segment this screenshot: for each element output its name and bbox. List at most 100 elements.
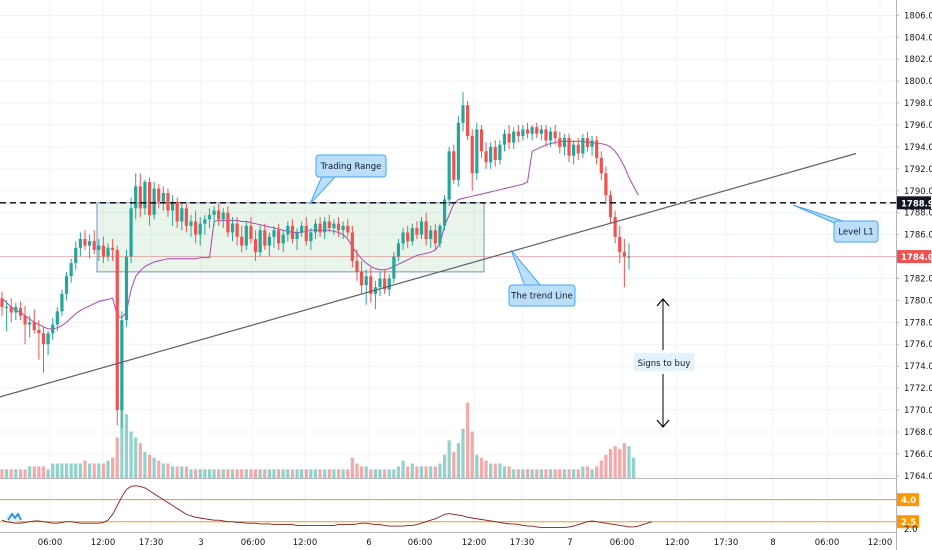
volume-bar [277,469,281,478]
candle [535,122,539,139]
candle-body [608,195,613,218]
candle-body [166,192,170,211]
candle [355,249,359,281]
candle [429,225,433,248]
candle [203,214,207,235]
volume-bar [120,402,124,478]
volume-bar [18,469,23,478]
candle [479,124,484,158]
candle-body [184,208,188,226]
candle-body [581,138,585,154]
x-tick-label: 06:00 [610,538,635,548]
volume-bar [9,469,13,478]
x-tick-label: 17:30 [714,538,739,548]
candle [101,236,106,264]
candle [212,206,216,226]
candle [475,122,479,180]
volume-bar [101,463,106,478]
candle-body [539,129,543,134]
candle [184,203,188,233]
volume-bar [489,463,493,478]
candle-body [230,223,235,233]
time-axis[interactable]: 06:00 12:00 17:30 3 06:00 12:00 6 06:00 12:00 17:… [0,532,896,550]
price-tag[interactable]: 1788.9 [897,196,932,210]
volume-bar [475,454,479,478]
indicator-tag[interactable]: 4.0 [897,493,919,507]
candle [392,252,396,283]
x-tick-label: 17:30 [510,538,535,548]
candle [258,225,262,257]
candle [60,289,64,316]
candle [452,144,456,185]
time-axis-bg [0,532,896,550]
candle-body [281,234,285,244]
price-tag[interactable]: 1784.0 [897,250,932,264]
drawings[interactable]: Trading Range The trend Line Level L1 Signs… [0,152,896,428]
volume-bar [286,469,290,478]
y-tick-label: 1768.0 [904,428,932,438]
candle-body [217,210,221,220]
candle [51,317,55,340]
cloud-logo-icon[interactable] [6,512,22,522]
candle-body [447,151,451,200]
candle [364,269,368,305]
candle-body [433,230,437,244]
volume-bar [548,469,553,478]
candle-body [318,223,322,233]
signs-to-buy-group[interactable]: Signs to buy [634,298,694,428]
candle [585,131,590,152]
trend-line[interactable] [0,152,857,398]
volume-bar [613,446,617,478]
candle-body [28,322,32,325]
indicator-tag[interactable]: 2.5 [897,515,919,529]
candle [69,258,73,283]
y-tick-label: 1764.0 [904,472,932,482]
candle-body [599,157,603,174]
candle-body [544,129,548,141]
volume-bar [60,463,64,478]
candle-body [396,243,401,257]
level-l1-callout[interactable]: Level L1 [792,204,879,243]
x-tick-label: 6 [366,538,371,548]
volume-bar [166,463,170,478]
level-l1-box [833,220,879,243]
candle-body [350,232,354,261]
candle-body [585,138,590,147]
y-tick-label: 1772.0 [904,384,932,394]
candle-body [175,201,179,222]
volume-bar [627,446,631,478]
candle-body [221,212,225,220]
candle [87,234,92,259]
volume-bar [355,463,359,478]
candle [599,151,603,180]
candle [304,217,308,246]
candle [286,221,290,242]
volume-bar [309,469,313,478]
volume-bar [28,466,32,478]
candle-body [37,329,41,334]
candle [410,223,414,246]
candle-body [198,223,202,235]
candle [470,129,474,191]
candle [502,129,507,152]
x-tick-label: 17:30 [139,538,164,548]
trend-line-callout[interactable]: The trend Line [508,249,576,307]
candle-body [516,131,520,136]
candle [396,239,401,261]
candle-body [258,230,262,253]
price-axis[interactable]: 1806.0 1804.0 1802.0 1800.0 1798.0 1796.0 1794… [896,0,932,550]
candle-body [161,192,165,202]
candle [92,230,96,255]
candle-body [244,225,248,246]
y-tick-label: 1776.0 [904,340,932,350]
candle [175,197,179,229]
x-tick-label: 7 [567,538,572,548]
candle-body [442,199,447,226]
candle [327,214,331,233]
y-tick-label: 1782.0 [904,274,932,284]
candle-body [489,146,493,163]
candle [267,232,271,257]
volume-bar [530,469,534,478]
trading-range-callout[interactable]: Trading Range [309,154,387,205]
